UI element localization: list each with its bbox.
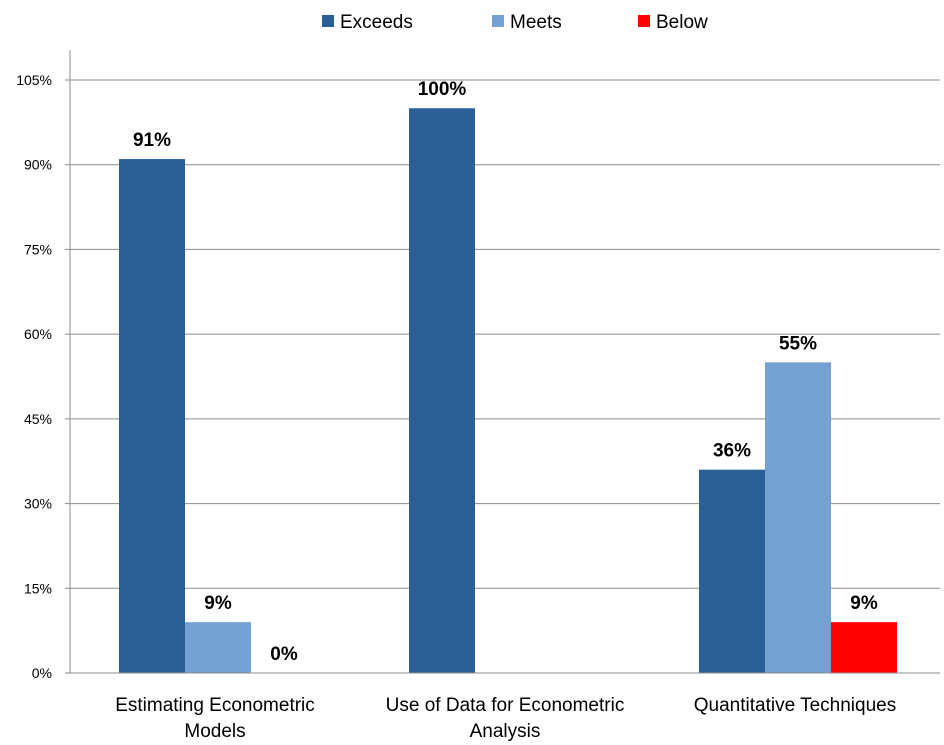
data-label-below: 0% bbox=[270, 644, 298, 665]
y-tick-label: 90% bbox=[24, 157, 52, 173]
y-axis: 0% 15% 30% 45% 60% 75% 90% 105% bbox=[16, 50, 71, 681]
bar-meets bbox=[765, 362, 831, 673]
data-labels: 91% 9% 0% 100% 36% 55% 9% bbox=[133, 79, 878, 665]
bar-meets bbox=[185, 622, 251, 673]
y-tick-label: 0% bbox=[32, 665, 52, 681]
legend-label-exceeds: Exceeds bbox=[340, 12, 413, 33]
category-label: Quantitative Techniques bbox=[694, 695, 896, 716]
data-label-exceeds: 91% bbox=[133, 130, 171, 151]
x-axis: Estimating Econometric Models Use of Data … bbox=[70, 672, 940, 742]
bar-exceeds bbox=[409, 108, 475, 673]
legend-swatch-exceeds bbox=[322, 15, 334, 27]
data-label-meets: 9% bbox=[204, 593, 232, 614]
legend-label-meets: Meets bbox=[510, 12, 562, 33]
bar-exceeds bbox=[119, 159, 185, 674]
bar-below bbox=[831, 622, 897, 673]
category-label: Use of Data for Econometric Analysis bbox=[386, 695, 625, 742]
y-tick-label: 105% bbox=[16, 72, 52, 88]
y-tick-label: 60% bbox=[24, 326, 52, 342]
legend-swatch-below bbox=[638, 15, 650, 27]
category-label: Estimating Econometric Models bbox=[115, 695, 315, 742]
y-tick-label: 75% bbox=[24, 241, 52, 257]
data-label-exceeds: 100% bbox=[418, 79, 467, 100]
data-label-exceeds: 36% bbox=[713, 441, 751, 462]
gridlines bbox=[70, 79, 940, 589]
y-tick-label: 15% bbox=[24, 580, 52, 596]
y-tick-label: 45% bbox=[24, 411, 52, 427]
data-label-below: 9% bbox=[850, 593, 878, 614]
bar-exceeds bbox=[699, 469, 765, 673]
legend: Exceeds Meets Below bbox=[322, 12, 708, 33]
legend-label-below: Below bbox=[656, 12, 708, 33]
legend-swatch-meets bbox=[492, 15, 504, 27]
bars bbox=[119, 108, 897, 674]
data-label-meets: 55% bbox=[779, 333, 817, 354]
y-tick-label: 30% bbox=[24, 496, 52, 512]
